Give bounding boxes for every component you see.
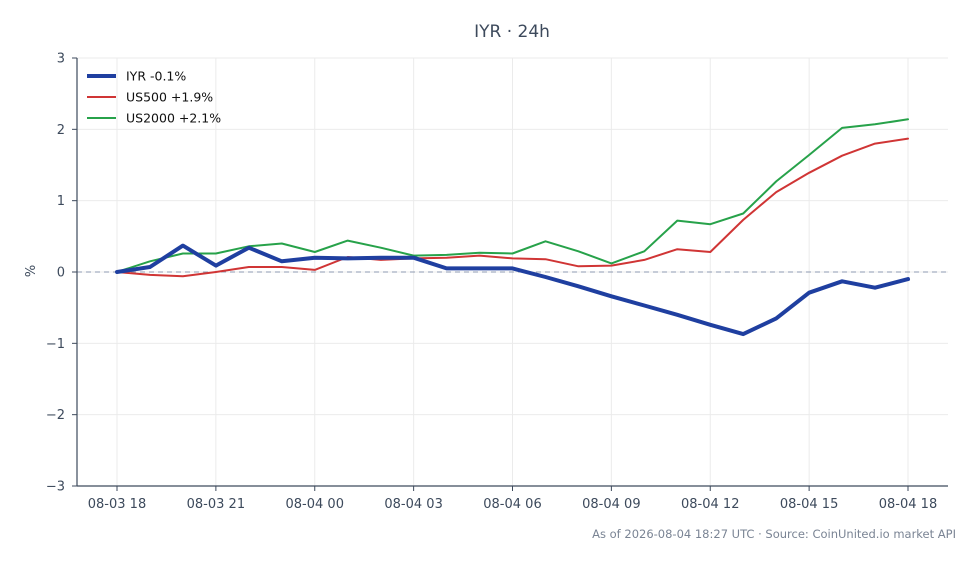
legend-label: US500 +1.9% [126,90,213,105]
x-tick-label: 08-04 06 [483,497,541,512]
x-tick-label: 08-04 12 [681,497,739,512]
footer-source: As of 2026-08-04 18:27 UTC · Source: Coi… [592,527,956,541]
series-line-0 [115,243,910,337]
x-tick-label: 08-04 18 [879,497,937,512]
y-tick-label: −3 [46,480,65,495]
x-tick-label: 08-04 00 [286,497,344,512]
legend-label: IYR -0.1% [126,69,186,84]
axes: 3 2 1 0 −1 −2 −3 08-03 18 08-03 21 08-04 00 08-04 … [46,52,948,512]
y-tick-label: 3 [57,52,65,67]
x-tick-label: 08-03 18 [88,497,146,512]
chart-title: IYR · 24h [474,22,550,42]
legend: IYR -0.1% US500 +1.9% US2000 +2.1% [87,69,221,126]
series-line-1 [116,137,909,278]
x-tick-label: 08-04 15 [780,497,838,512]
y-tick-label: −2 [46,408,65,423]
y-tick-label: 0 [57,266,65,281]
x-tick-label: 08-04 03 [384,497,442,512]
y-axis-label: % [24,265,39,277]
legend-label: US2000 +2.1% [126,111,221,126]
y-tick-label: 1 [57,194,65,209]
y-tick-label: 2 [57,123,65,138]
x-tick-label: 08-03 21 [187,497,245,512]
series-lines [115,118,910,337]
x-tick-label: 08-04 09 [582,497,640,512]
y-tick-label: −1 [46,337,65,352]
